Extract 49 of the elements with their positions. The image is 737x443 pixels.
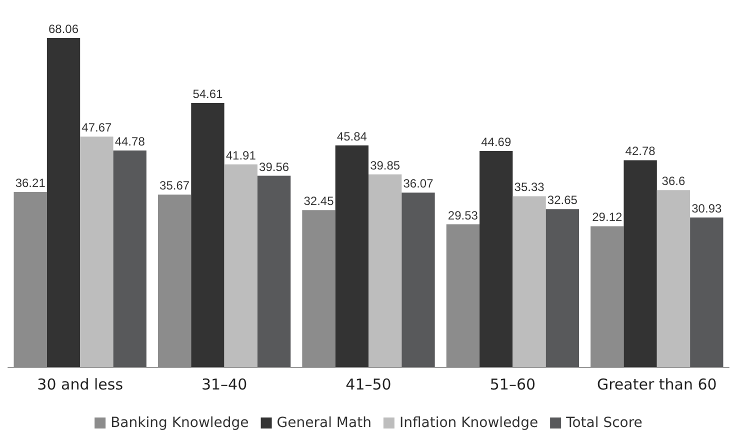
- data-label: 30.93: [692, 201, 722, 216]
- data-label: 29.53: [448, 208, 478, 222]
- bar: [512, 196, 546, 367]
- data-label: 39.85: [370, 158, 400, 172]
- bar: [368, 174, 402, 367]
- bar: [257, 176, 291, 367]
- legend-label: General Math: [276, 415, 372, 431]
- data-label: 32.45: [304, 194, 334, 208]
- x-tick-label: Greater than 60: [596, 376, 717, 394]
- data-label: 54.61: [192, 87, 224, 102]
- data-label: 41.91: [226, 148, 256, 162]
- bar: [480, 150, 513, 367]
- bar: [546, 209, 580, 367]
- bar: [656, 190, 690, 367]
- data-label: 36.07: [403, 176, 434, 191]
- data-label: 39.56: [259, 160, 290, 174]
- bar: [690, 217, 724, 367]
- legend-label: Total Score: [565, 415, 642, 431]
- bar: [590, 226, 624, 367]
- data-label: 45.84: [336, 129, 368, 144]
- data-label: 36.6: [662, 174, 686, 188]
- bar: [80, 136, 114, 367]
- data-label: 29.12: [592, 210, 622, 224]
- x-tick-label: 31–40: [201, 376, 248, 394]
- bar: [46, 38, 80, 367]
- data-label: 44.78: [114, 134, 146, 149]
- bar: [158, 194, 192, 367]
- bar: [224, 164, 258, 367]
- data-label: 32.65: [547, 193, 578, 208]
- bar: [446, 224, 480, 367]
- legend-label: Inflation Knowledge: [399, 415, 538, 431]
- data-label: 47.67: [82, 120, 112, 135]
- data-label: 36.21: [15, 176, 46, 190]
- bar: [624, 160, 657, 367]
- x-tick-label: 51–60: [490, 376, 536, 394]
- x-tick-label: 41–50: [346, 376, 392, 394]
- bar: [402, 192, 435, 367]
- data-label: 68.06: [48, 22, 79, 36]
- bar: [302, 210, 336, 367]
- legend-label: Banking Knowledge: [110, 415, 249, 431]
- bar: [113, 150, 146, 367]
- bar: [335, 145, 368, 367]
- x-tick-label: 30 and less: [37, 376, 124, 394]
- data-label: 42.78: [625, 144, 656, 158]
- data-label: 35.67: [160, 178, 190, 193]
- bar: [191, 103, 224, 367]
- bar: [14, 192, 47, 367]
- data-label: 35.33: [514, 180, 545, 194]
- data-label: 44.69: [481, 134, 512, 149]
